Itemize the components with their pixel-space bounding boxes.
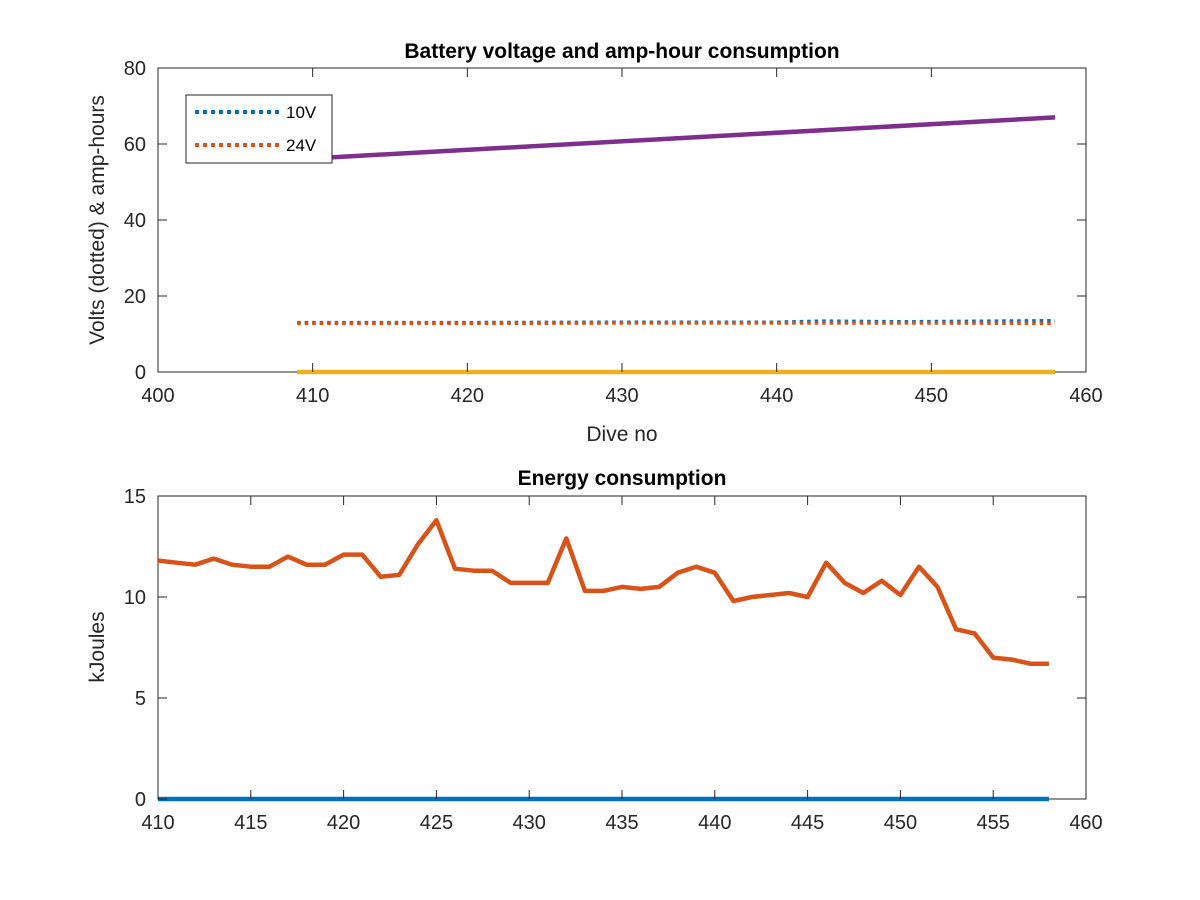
top-chart-title: Battery voltage and amp-hour consumption — [404, 40, 839, 63]
bottom-line-series-1 — [157, 517, 1049, 666]
top-y-tick-label: 60 — [124, 134, 146, 156]
bottom-y-axis-label: kJoules — [86, 611, 109, 682]
top-y-tick-label: 80 — [124, 58, 146, 80]
top-legend: 10V 24V — [185, 94, 333, 164]
bottom-x-tick-label: 445 — [791, 812, 824, 834]
bottom-y-tick-label: 15 — [124, 486, 146, 508]
bottom-chart: 410 415 420 425 430 435 440 445 450 455 460051015 … — [86, 467, 1103, 834]
bottom-y-tick-label: 5 — [135, 688, 146, 710]
legend-label-24v: 24V — [286, 136, 317, 155]
top-x-tick-label: 460 — [1069, 385, 1102, 407]
bottom-ticks-group: 410 415 420 425 430 435 440 445 450 455 460 0 5 10 15 — [124, 486, 1103, 834]
bottom-x-tick-label: 430 — [513, 812, 546, 834]
top-y-tick-label: 40 — [124, 210, 146, 232]
bottom-x-tick-label: 455 — [977, 812, 1010, 834]
legend-label-10v: 10V — [286, 103, 317, 122]
bottom-x-tick-label: 435 — [605, 812, 638, 834]
top-x-tick-label: 420 — [451, 385, 484, 407]
top-ticks-group: 400 410 420 430 440 450 460 0 20 40 60 80 — [124, 58, 1103, 407]
bottom-x-tick-label: 425 — [420, 812, 453, 834]
bottom-plot-area — [157, 495, 1087, 800]
top-y-tick-label: 0 — [135, 362, 146, 384]
bottom-x-tick-label: 415 — [234, 812, 267, 834]
top-x-tick-label: 400 — [141, 385, 174, 407]
top-x-tick-label: 450 — [915, 385, 948, 407]
top-x-tick-label: 430 — [605, 385, 638, 407]
top-chart: 400 410 420 430 440 450 460 0 20 40 60 80 Battery v… — [86, 40, 1103, 446]
top-series-group — [297, 115, 1056, 375]
bottom-x-tick-label: 410 — [141, 812, 174, 834]
bottom-x-tick-label: 420 — [327, 812, 360, 834]
bottom-x-tick-label: 450 — [884, 812, 917, 834]
top-x-axis-label: Dive no — [586, 423, 657, 446]
bottom-x-tick-label: 440 — [698, 812, 731, 834]
legend-box — [185, 94, 333, 164]
top-y-tick-label: 20 — [124, 286, 146, 308]
top-x-tick-label: 410 — [296, 385, 329, 407]
top-y-axis-label: Volts (dotted) & amp-hours — [86, 95, 109, 345]
top-x-tick-label: 440 — [760, 385, 793, 407]
bottom-x-tick-label: 460 — [1069, 812, 1102, 834]
top-line-series-3 — [297, 115, 1056, 162]
bottom-y-tick-label: 0 — [135, 789, 146, 811]
bottom-y-tick-label: 10 — [124, 587, 146, 609]
bottom-chart-title: Energy consumption — [518, 467, 727, 490]
